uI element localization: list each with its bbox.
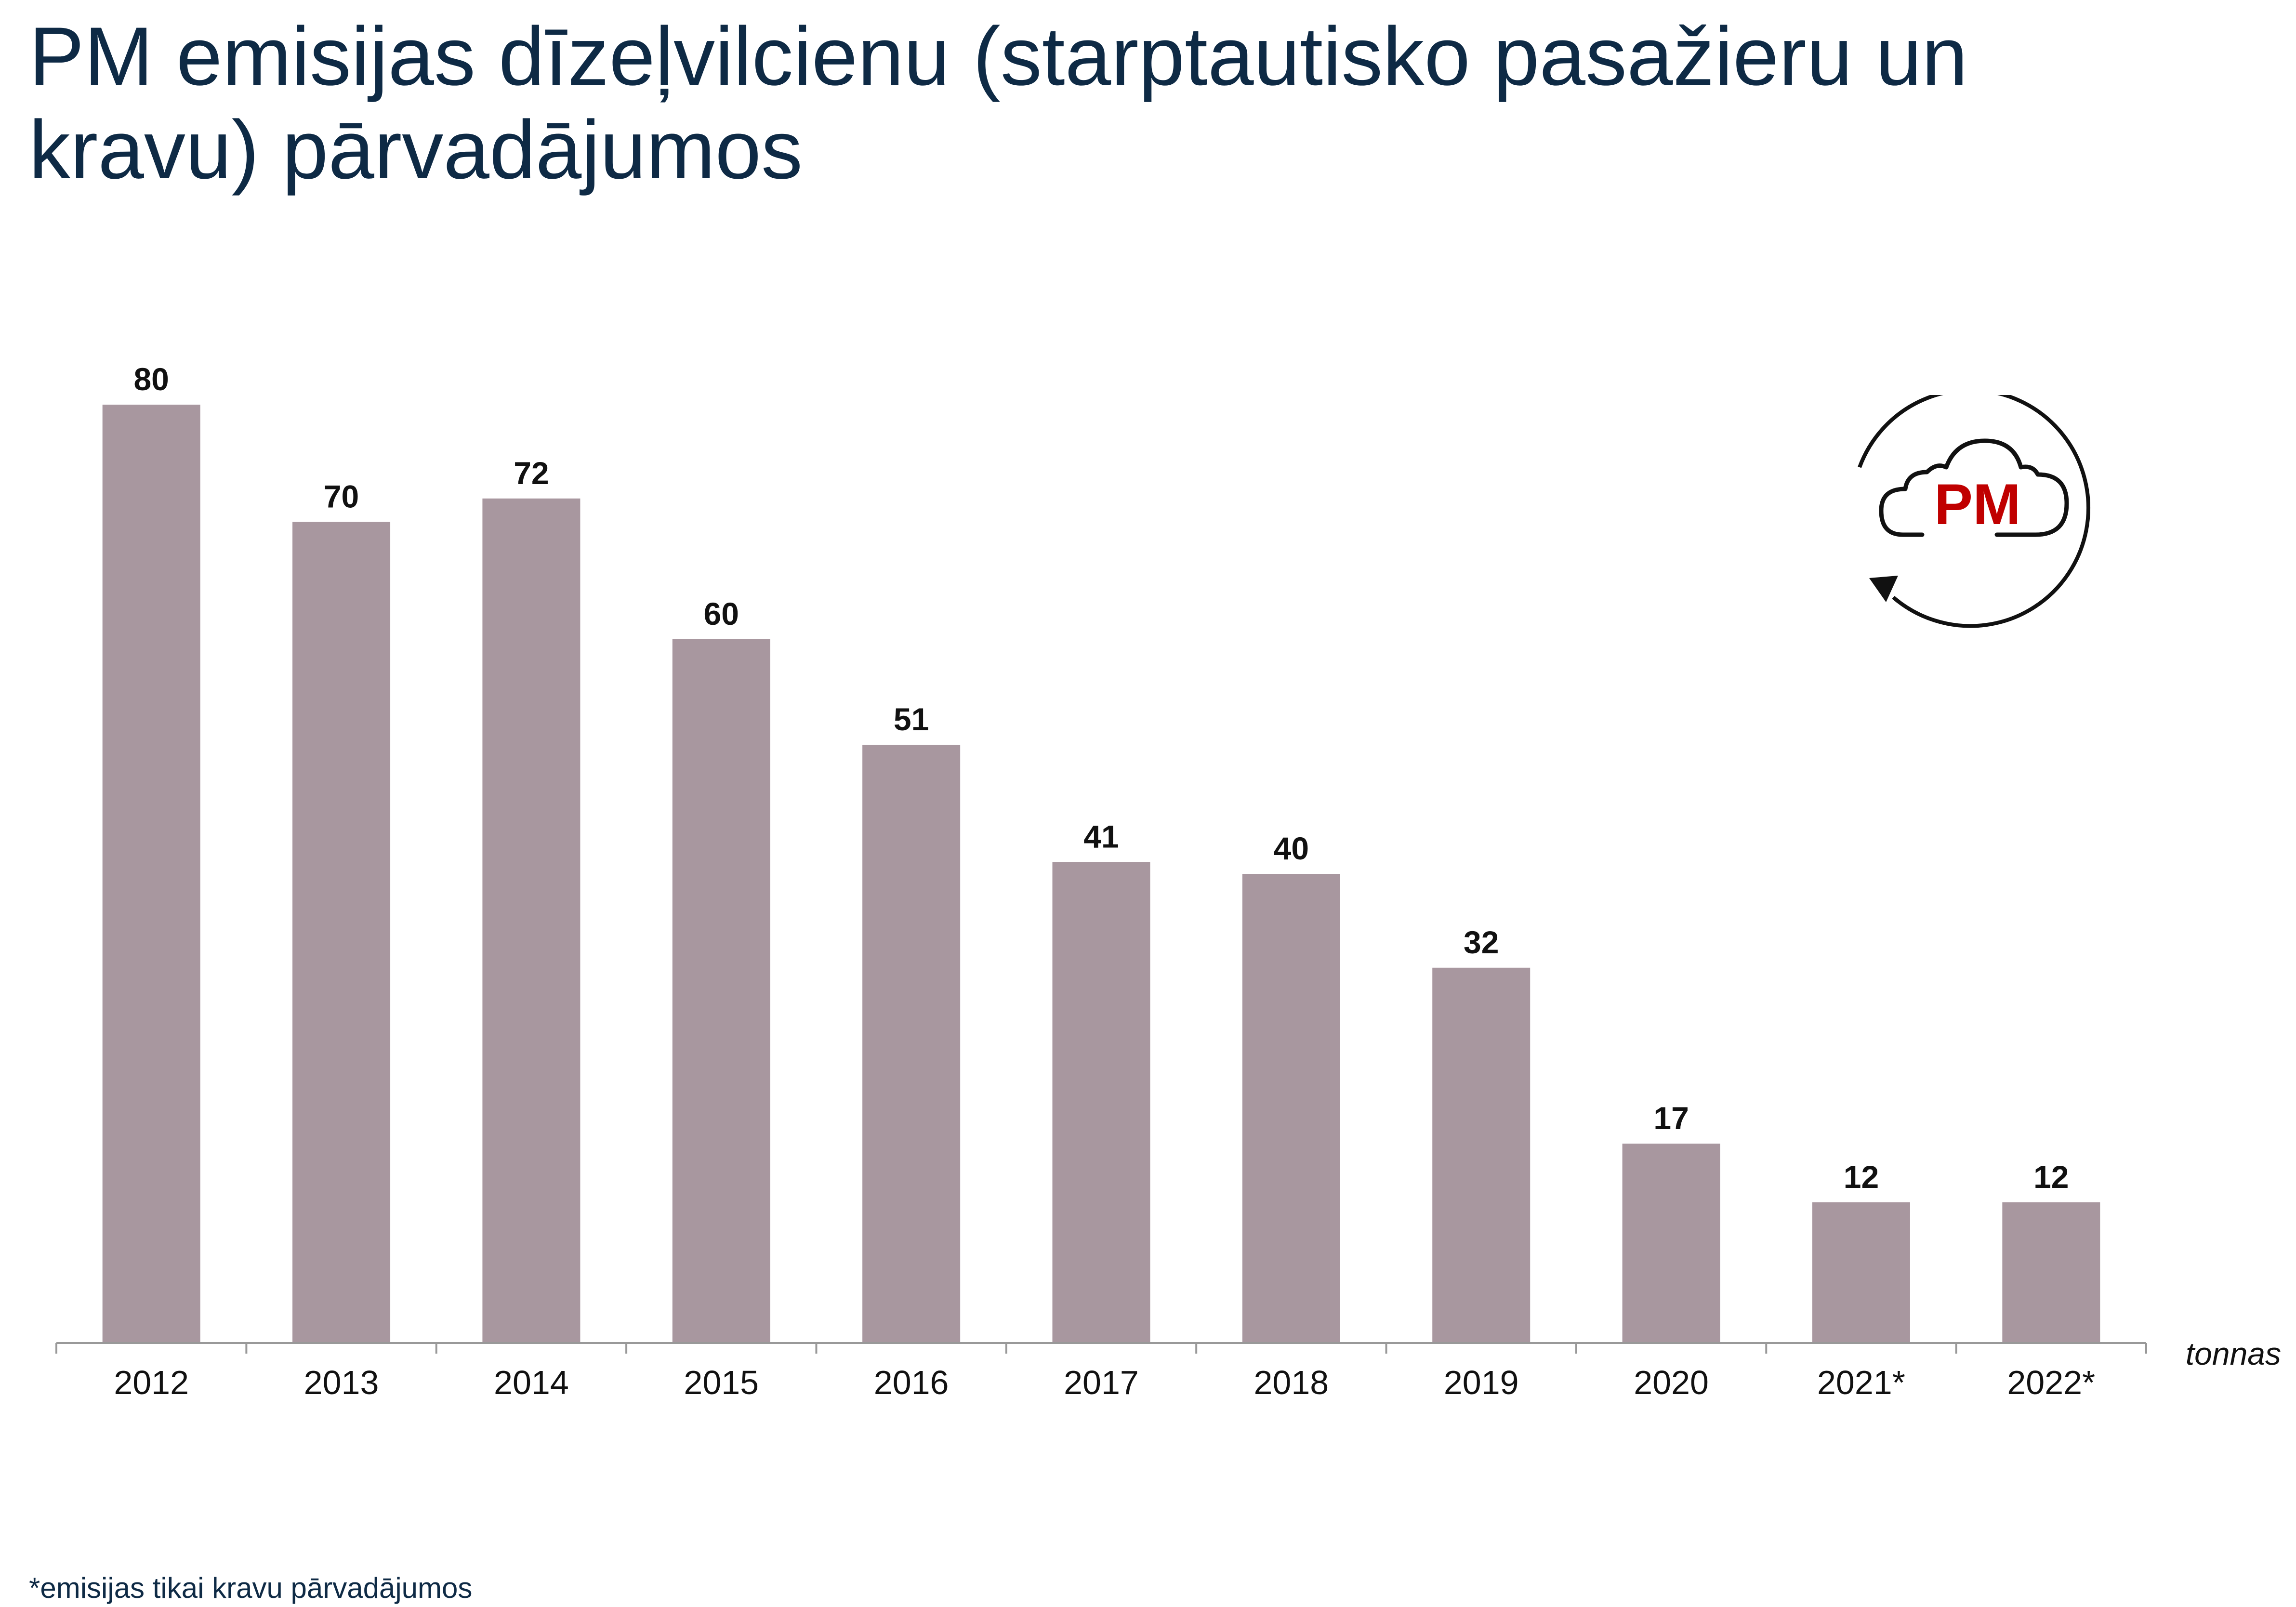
bar-2014: [482, 498, 581, 1343]
value-labels-group: 80 70 72 60 51 41 40 32 17 12 12: [133, 361, 2069, 1195]
bar-2015: [672, 639, 770, 1343]
bar-2017: [1052, 862, 1150, 1343]
bar-value-label: 17: [1653, 1100, 1689, 1136]
bar-value-label: 12: [1844, 1159, 1879, 1195]
bar-value-label: 80: [133, 361, 169, 397]
footnote: *emisijas tikai kravu pārvadājumos: [29, 1572, 473, 1604]
bar-2018: [1242, 874, 1340, 1343]
x-tick-label: 2017: [1064, 1364, 1139, 1401]
x-tick-label: 2012: [114, 1364, 189, 1401]
x-tick-labels-group: 2012 2013 2014 2015 2016 2017 2018 2019 2020 2021…: [114, 1364, 2095, 1401]
cloud-icon: [1879, 438, 2069, 537]
bar-2019: [1432, 967, 1531, 1343]
bar-value-label: 72: [514, 455, 549, 491]
bar-value-label: 51: [894, 701, 929, 737]
bar-value-label: 41: [1083, 819, 1119, 855]
bar-2013: [292, 522, 391, 1343]
x-tick-label: 2021*: [1817, 1364, 1905, 1401]
bar-2021-star: [1812, 1202, 1910, 1343]
bar-2012: [102, 405, 200, 1343]
logo-text: PM: [1934, 472, 2021, 537]
x-tick-label: 2013: [304, 1364, 379, 1401]
x-tick-label: 2022*: [2007, 1364, 2095, 1401]
bar-value-label: 32: [1464, 924, 1499, 960]
bar-value-label: 60: [704, 596, 739, 632]
x-tick-label: 2014: [494, 1364, 569, 1401]
chart-title: PM emisijas dīzeļvilcienu (starptautisko…: [29, 10, 1968, 197]
bar-2022-star: [2002, 1202, 2100, 1343]
x-tick-label: 2015: [684, 1364, 759, 1401]
x-tick-label: 2019: [1444, 1364, 1519, 1401]
unit-label: tonnas: [2186, 1336, 2281, 1371]
pm-cycle-logo-icon: PM: [1858, 395, 2090, 628]
arrow-head-icon: [1869, 576, 1898, 602]
x-tick-label: 2016: [874, 1364, 949, 1401]
bars-group: [102, 405, 2100, 1343]
x-tick-label: 2020: [1634, 1364, 1709, 1401]
x-tick-label: 2018: [1254, 1364, 1329, 1401]
bar-value-label: 12: [2033, 1159, 2069, 1195]
bar-2020: [1622, 1144, 1720, 1343]
x-ticks-group: [55, 1343, 2147, 1354]
bar-value-label: 70: [324, 479, 359, 514]
cycle-arrow-icon: [1858, 395, 2090, 628]
bar-2016: [862, 745, 961, 1343]
bar-value-label: 40: [1274, 830, 1309, 866]
